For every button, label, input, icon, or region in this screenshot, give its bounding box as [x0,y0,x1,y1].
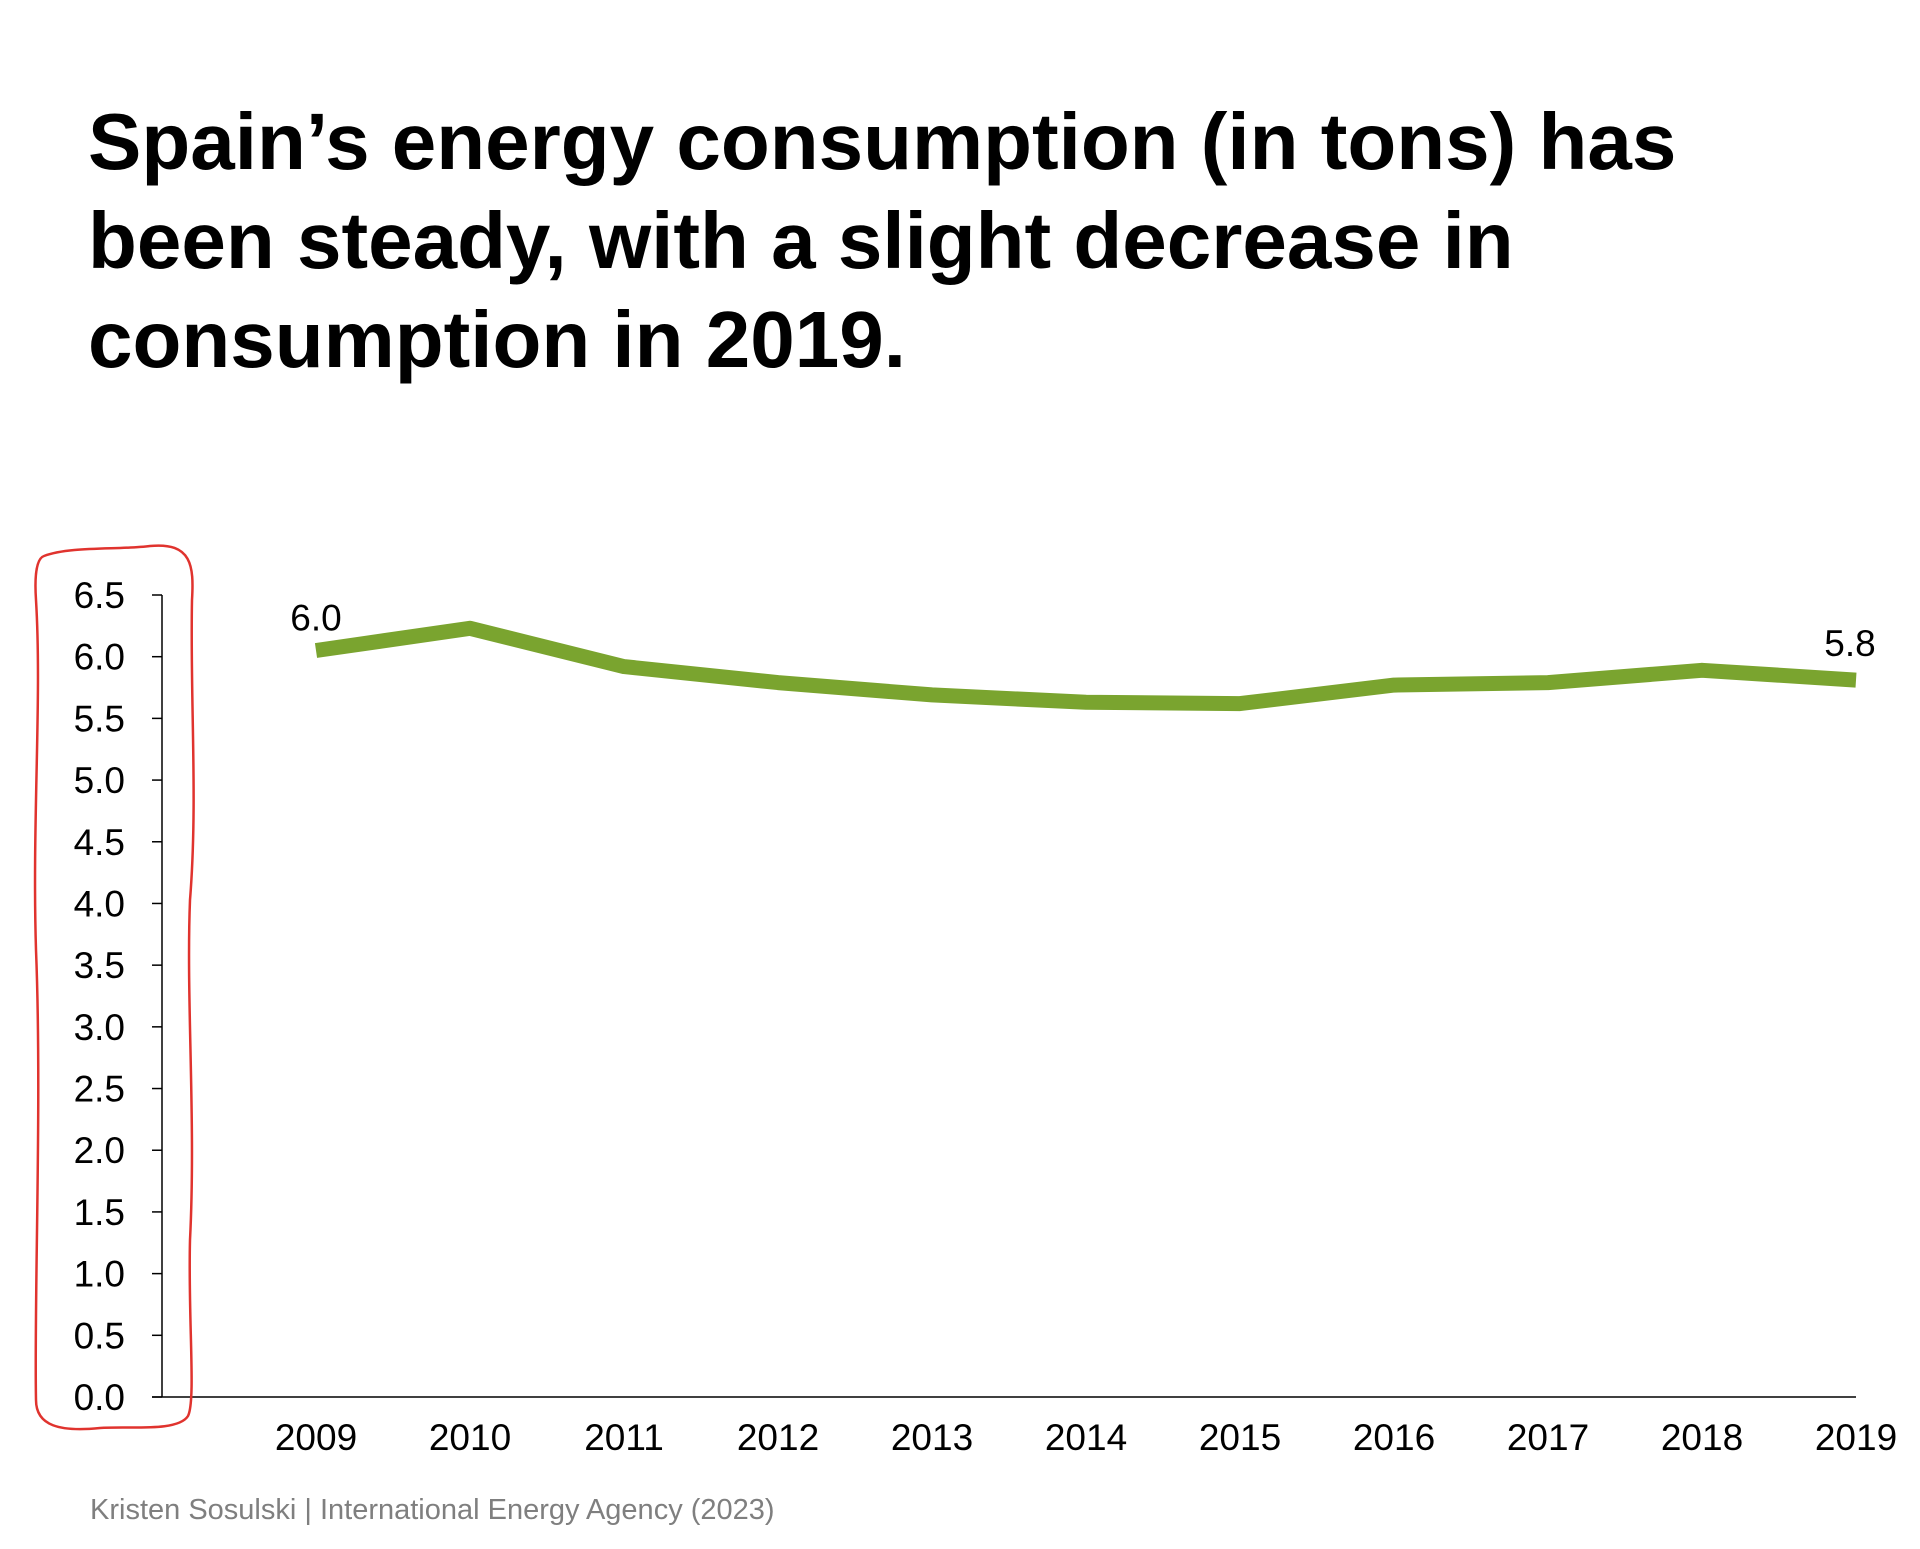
data-labels: 6.0 5.8 [290,598,1875,665]
y-tick-label: 3.0 [74,1007,125,1048]
x-tick-label: 2016 [1353,1417,1435,1458]
y-tick-label: 1.5 [74,1192,125,1233]
data-label: 5.8 [1824,623,1875,664]
data-label: 6.0 [290,598,341,639]
y-tick-label: 0.0 [74,1377,125,1418]
y-tick-label: 2.0 [74,1130,125,1171]
x-tick-label: 2015 [1199,1417,1281,1458]
y-tick-label: 6.0 [74,637,125,678]
x-tick-label: 2012 [737,1417,819,1458]
y-tick-label: 1.0 [74,1254,125,1295]
y-tick-label: 2.5 [74,1069,125,1110]
axes [152,595,1856,1398]
y-tick-label: 3.5 [74,945,125,986]
series [314,620,1857,712]
y-tick-label: 0.5 [74,1315,125,1356]
x-tick-label: 2017 [1507,1417,1589,1458]
line-chart: 0.00.51.01.52.02.53.03.54.04.55.05.56.06… [33,544,1897,1458]
y-axis-highlight-outline [33,544,195,1431]
x-tick-label: 2018 [1661,1417,1743,1458]
source-credit: Kristen Sosulski | International Energy … [90,1494,775,1526]
series-line [314,620,1857,712]
x-axis-ticks: 2009 2010 2011 2012 2013 2014 2015 2016 2017 2018… [275,1417,1897,1458]
y-tick-label: 6.5 [74,575,125,616]
y-tick-label: 5.0 [74,760,125,801]
chart-title: Spain’s energy consumption (in tons) has… [88,97,1677,384]
x-tick-label: 2010 [429,1417,511,1458]
x-tick-label: 2011 [584,1417,664,1458]
x-tick-label: 2014 [1045,1417,1127,1458]
x-tick-label: 2009 [275,1417,357,1458]
y-axis-ticks: 0.0 0.5 1.0 1.5 2.0 2.5 3.0 3.5 4.0 4.5 5.0 5.5 6.0 6… [74,575,162,1418]
x-tick-label: 2013 [891,1417,973,1458]
y-tick-label: 4.0 [74,883,125,924]
annotations [33,544,195,1431]
y-tick-label: 4.5 [74,822,125,863]
y-tick-label: 5.5 [74,698,125,739]
x-tick-label: 2019 [1815,1417,1897,1458]
